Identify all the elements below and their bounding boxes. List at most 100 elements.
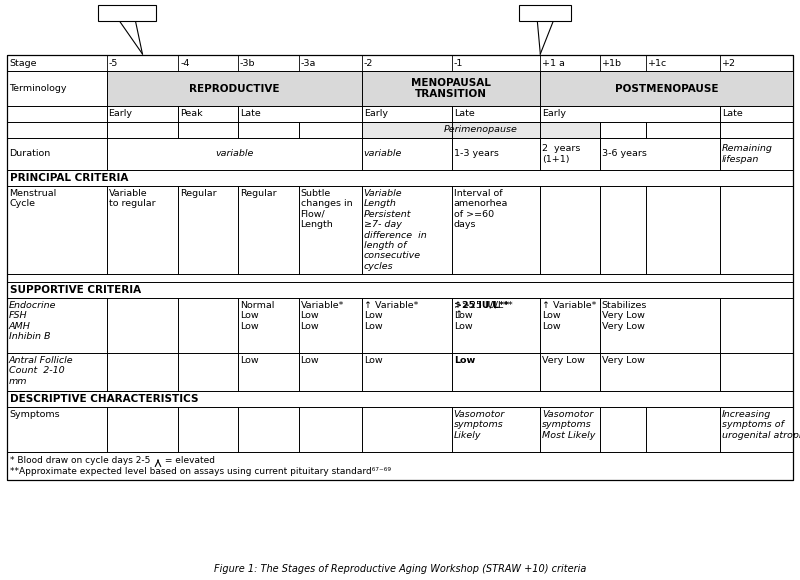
Text: ↑ Variable*
Low
Low: ↑ Variable* Low Low: [364, 301, 418, 331]
Text: Late: Late: [722, 110, 743, 118]
Bar: [7, 282, 793, 298]
Bar: [452, 298, 540, 353]
Bar: [540, 122, 600, 138]
Text: **Approximate expected level based on assays using current pituitary standard⁶⁷⁻: **Approximate expected level based on as…: [10, 467, 391, 476]
Text: Regular: Regular: [180, 189, 217, 198]
Text: -4: -4: [180, 59, 190, 67]
Text: Variable
Length
Persistent
≥7- day
difference  in
length of
consecutive
cycles: Variable Length Persistent ≥7- day diffe…: [364, 189, 426, 271]
Bar: [7, 71, 106, 106]
Text: Subtle
changes in
Flow/
Length: Subtle changes in Flow/ Length: [301, 189, 352, 229]
Bar: [238, 353, 298, 391]
Bar: [720, 138, 793, 170]
Bar: [298, 122, 362, 138]
Bar: [362, 353, 452, 391]
Text: = elevated: = elevated: [162, 456, 215, 465]
Text: MENOPAUSAL
TRANSITION: MENOPAUSAL TRANSITION: [411, 78, 491, 99]
Bar: [540, 138, 600, 170]
Text: Late: Late: [240, 110, 261, 118]
Bar: [238, 407, 298, 452]
Bar: [362, 122, 600, 138]
Text: Interval of
amenorhea
of >=60
days: Interval of amenorhea of >=60 days: [454, 189, 508, 229]
Text: Terminology: Terminology: [9, 84, 66, 93]
Bar: [452, 138, 540, 170]
Bar: [106, 138, 362, 170]
Bar: [7, 122, 106, 138]
Text: Normal
Low
Low: Normal Low Low: [240, 301, 274, 331]
Text: 2  years
(1+1): 2 years (1+1): [542, 144, 581, 164]
Bar: [7, 298, 106, 353]
Bar: [720, 122, 793, 138]
Bar: [720, 186, 793, 274]
Bar: [7, 55, 793, 71]
Text: -5: -5: [109, 59, 118, 67]
Bar: [298, 298, 362, 353]
Bar: [178, 407, 238, 452]
Bar: [600, 353, 720, 391]
Bar: [720, 353, 793, 391]
Text: ↑>25 IU/L**
Low
Low: ↑>25 IU/L** Low Low: [454, 301, 512, 331]
Bar: [7, 391, 793, 407]
Text: POSTMENOPAUSE: POSTMENOPAUSE: [615, 84, 718, 93]
Bar: [362, 407, 452, 452]
Text: ↑ Variable*
Low
Low: ↑ Variable* Low Low: [542, 301, 597, 331]
Bar: [540, 186, 600, 274]
Text: Late: Late: [454, 110, 474, 118]
Text: PRINCIPAL CRITERIA: PRINCIPAL CRITERIA: [10, 173, 128, 183]
Bar: [540, 71, 793, 106]
Text: Vasomotor
symptoms
Most Likely: Vasomotor symptoms Most Likely: [542, 410, 596, 440]
Bar: [646, 407, 720, 452]
Bar: [362, 186, 452, 274]
Bar: [720, 298, 793, 353]
Bar: [7, 55, 793, 480]
Text: Variable
to regular: Variable to regular: [109, 189, 155, 208]
FancyBboxPatch shape: [519, 5, 571, 21]
Bar: [178, 353, 238, 391]
Text: Menstrual
Cycle: Menstrual Cycle: [9, 189, 56, 208]
Text: Very Low: Very Low: [542, 356, 585, 365]
Text: Stabilizes
Very Low
Very Low: Stabilizes Very Low Very Low: [602, 301, 647, 331]
Text: * Blood draw on cycle days 2-5: * Blood draw on cycle days 2-5: [10, 456, 150, 465]
Text: Figure 1: The Stages of Reproductive Aging Workshop (STRAW +10) criteria: Figure 1: The Stages of Reproductive Agi…: [214, 564, 586, 574]
Bar: [540, 106, 720, 122]
Text: variable: variable: [364, 150, 402, 158]
Bar: [362, 71, 540, 106]
Text: Low: Low: [301, 356, 319, 365]
Bar: [7, 186, 106, 274]
Text: >25 IU/L**: >25 IU/L**: [454, 301, 509, 310]
Text: Regular: Regular: [240, 189, 277, 198]
Bar: [178, 186, 238, 274]
Text: Perimenopause: Perimenopause: [444, 125, 518, 135]
Bar: [646, 122, 720, 138]
Text: Early: Early: [364, 110, 388, 118]
Text: Vasomotor
symptoms
Likely: Vasomotor symptoms Likely: [454, 410, 505, 440]
Bar: [238, 106, 362, 122]
Text: +1 a: +1 a: [542, 59, 565, 67]
Text: Low: Low: [364, 356, 382, 365]
Text: Low: Low: [454, 356, 475, 365]
Text: REPRODUCTIVE: REPRODUCTIVE: [189, 84, 279, 93]
Bar: [238, 122, 298, 138]
Text: Early: Early: [109, 110, 133, 118]
Bar: [362, 122, 452, 138]
Bar: [720, 407, 793, 452]
Text: Endocrine
FSH
AMH
Inhibin B: Endocrine FSH AMH Inhibin B: [9, 301, 57, 341]
Text: Stage: Stage: [9, 59, 37, 67]
Bar: [298, 353, 362, 391]
Bar: [540, 298, 600, 353]
Text: +1c: +1c: [648, 59, 667, 67]
Text: -3b: -3b: [240, 59, 255, 67]
Text: Increasing
symptoms of
urogenital atrophy: Increasing symptoms of urogenital atroph…: [722, 410, 800, 440]
Text: +2: +2: [722, 59, 736, 67]
Text: 3-6 years: 3-6 years: [602, 150, 646, 158]
Bar: [238, 298, 298, 353]
Bar: [720, 106, 793, 122]
Text: Remaining
lifespan: Remaining lifespan: [722, 144, 773, 164]
Bar: [106, 298, 178, 353]
Bar: [106, 122, 178, 138]
Text: DESCRIPTIVE CHARACTERISTICS: DESCRIPTIVE CHARACTERISTICS: [10, 394, 198, 404]
Bar: [452, 353, 540, 391]
Bar: [7, 106, 106, 122]
Bar: [106, 353, 178, 391]
Bar: [178, 122, 238, 138]
Bar: [7, 138, 106, 170]
